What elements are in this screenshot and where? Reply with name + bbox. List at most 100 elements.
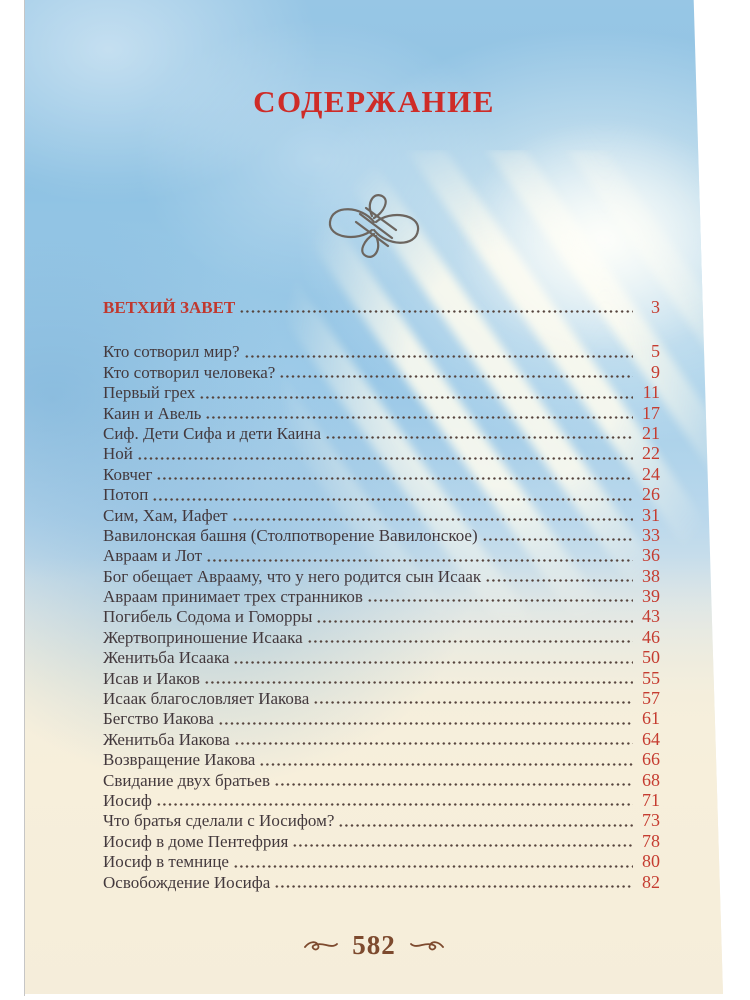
toc-entry-page-number: 26: [642, 484, 660, 505]
toc-entry-title: Сиф. Дети Сифа и дети Каина: [103, 423, 322, 443]
toc-entry-title: Возвращение Иакова: [103, 750, 256, 770]
toc-entry-title: Иосиф в темнице: [103, 852, 229, 872]
toc-entry-row: Иосиф в доме Пентефрия 78: [103, 830, 660, 852]
toc-entry-row: Авраам принимает трех странников 39: [103, 586, 660, 607]
toc-entry-title: Потоп: [103, 485, 149, 505]
knot-flourish-svg: [328, 194, 420, 258]
toc-entry-row: Вавилонская башня (Столпотворение Вавило…: [103, 524, 660, 546]
toc-entry-row: Кто сотворил человека? 9: [103, 361, 660, 383]
toc-entry-page-number: 39: [642, 586, 660, 607]
toc-entry-title: Женитьба Исаака: [103, 648, 230, 668]
toc-entry-row: Исаак благословляет Иакова 57: [103, 688, 660, 709]
footer-right-flourish-icon: [409, 940, 444, 950]
toc-entry-row: Сим, Хам, Иафет 31: [103, 504, 660, 525]
toc-entry-page-number: 11: [642, 382, 660, 403]
dotted-leader: [156, 463, 633, 485]
toc-entry-page-number: 31: [642, 504, 660, 525]
dotted-leader: [233, 647, 633, 668]
toc-entry-page-number: 50: [642, 647, 660, 668]
toc-entry-row: Женитьба Исаака 50: [103, 647, 660, 668]
dotted-leader: [243, 341, 633, 362]
toc-entry-row: Бог обещает Аврааму, что у него родится …: [103, 565, 660, 587]
dotted-leader: [481, 524, 633, 546]
toc-entry-title: Вавилонская башня (Столпотворение Вавило…: [103, 525, 478, 545]
toc-entry-row: Возвращение Иакова 66: [103, 749, 660, 770]
toc-entry-title: Ковчег: [103, 464, 153, 484]
toc-entry-title: Первый грех: [103, 383, 196, 403]
dotted-leader: [279, 361, 633, 383]
toc-entry-row: Первый грех 11: [103, 382, 660, 403]
toc-entry-page-number: 17: [642, 402, 660, 423]
toc-entry-title: Женитьба Иакова: [103, 729, 230, 749]
toc-entry-row: Бегство Иакова 61: [103, 708, 660, 729]
dotted-leader: [233, 728, 633, 750]
toc-entry-title: Кто сотворил мир?: [103, 342, 240, 362]
toc-entry-title: Ной: [103, 444, 133, 464]
toc-entry-row: Сиф. Дети Сифа и дети Каина 21: [103, 422, 660, 444]
toc-entry-page-number: 43: [642, 606, 660, 627]
toc-entry-page-number: 68: [642, 769, 660, 790]
toc-entry-row: Кто сотворил мир? 5: [103, 341, 660, 362]
toc-entries: Кто сотворил мир? 5 Кто сотворил человек…: [103, 341, 660, 892]
dotted-leader: [306, 626, 633, 648]
toc-entry-page-number: 64: [642, 728, 660, 749]
toc-entry-title: Каин и Авель: [103, 403, 202, 423]
toc-entry-title: Бог обещает Аврааму, что у него родится …: [103, 566, 482, 586]
toc-entry-title: Бегство Иакова: [103, 709, 214, 729]
knot-flourish-icon: [25, 186, 723, 266]
dotted-leader: [366, 586, 633, 607]
toc-entry-row: Ной 22: [103, 443, 660, 464]
toc-entry-row: Погибель Содома и Гоморры 43: [103, 606, 660, 627]
toc-entry-row: Каин и Авель 17: [103, 402, 660, 423]
dotted-leader: [199, 382, 633, 403]
toc-entry-title: Кто сотворил человека?: [103, 362, 276, 382]
toc-entry-row: Авраам и Лот 36: [103, 545, 660, 566]
toc-entry-title: Исав и Иаков: [103, 668, 200, 688]
dotted-leader: [136, 443, 633, 464]
toc-entry-page-number: 22: [642, 443, 660, 464]
toc-entry-page-number: 82: [642, 871, 660, 892]
dotted-leader: [155, 789, 633, 811]
toc-entry-title: Жертвоприношение Исаака: [103, 627, 303, 647]
toc-section-label: ВЕТХИЙ ЗАВЕТ: [103, 298, 236, 317]
toc-entry-row: Иосиф в темнице 80: [103, 851, 660, 872]
toc-entry-title: Иосиф: [103, 790, 152, 810]
toc-list: ВЕТХИЙ ЗАВЕТ 3 Кто сотворил мир? 5 Кто с…: [103, 297, 660, 892]
toc-entry-title: Исаак благословляет Иакова: [103, 689, 310, 709]
dotted-leader: [274, 769, 633, 790]
toc-entry-page-number: 5: [651, 341, 660, 362]
toc-entry-page-number: 24: [642, 463, 660, 484]
toc-entry-row: Свидание двух братьев 68: [103, 769, 660, 790]
toc-entry-title: Освобождение Иосифа: [103, 872, 271, 892]
footer-left-flourish-icon: [304, 940, 339, 950]
toc-entry-page-number: 73: [642, 810, 660, 831]
toc-entry-page-number: 61: [642, 708, 660, 729]
toc-entry-page-number: 80: [642, 851, 660, 872]
toc-section-row: ВЕТХИЙ ЗАВЕТ 3: [103, 297, 660, 318]
toc-entry-row: Иосиф 71: [103, 789, 660, 811]
toc-entry-title: Авраам принимает трех странников: [103, 587, 363, 607]
toc-entry-title: Сим, Хам, Иафет: [103, 505, 228, 525]
toc-entry-page-number: 36: [642, 545, 660, 566]
toc-entry-title: Свидание двух братьев: [103, 770, 271, 790]
toc-entry-title: Что братья сделали с Иосифом?: [103, 811, 335, 831]
dotted-leader: [313, 688, 633, 709]
toc-entry-page-number: 71: [642, 789, 660, 810]
page-title: СОДЕРЖАНИЕ: [253, 84, 495, 119]
toc-entry-page-number: 38: [642, 565, 660, 586]
dotted-leader: [338, 810, 633, 831]
toc-entry-title: Погибель Содома и Гоморры: [103, 607, 313, 627]
toc-entry-page-number: 21: [642, 422, 660, 443]
dotted-leader: [292, 830, 633, 852]
toc-entry-page-number: 46: [642, 626, 660, 647]
toc-entry-row: Потоп 26: [103, 484, 660, 505]
dotted-leader: [325, 422, 633, 444]
toc-entry-row: Что братья сделали с Иосифом? 73: [103, 810, 660, 831]
toc-entry-title: Авраам и Лот: [103, 546, 203, 566]
dotted-leader: [259, 749, 633, 770]
toc-entry-page-number: 57: [642, 688, 660, 709]
dotted-leader: [206, 545, 633, 566]
toc-entry-row: Исав и Иаков 55: [103, 667, 660, 689]
toc-entry-page-number: 78: [642, 830, 660, 851]
